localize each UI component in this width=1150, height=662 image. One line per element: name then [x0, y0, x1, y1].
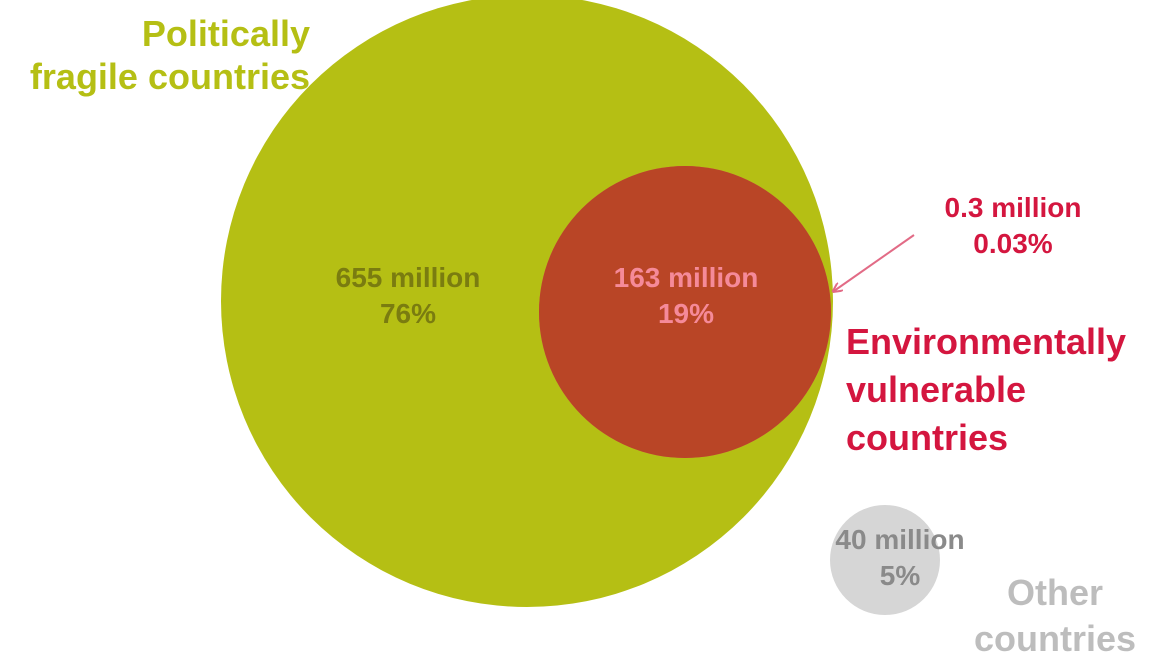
other-countries-value: 40 million 5%: [800, 522, 1000, 594]
overlap-count: 163 million: [613, 262, 759, 293]
environmental-title-line2: vulnerable: [846, 369, 1027, 410]
other-countries-count: 40 million: [835, 524, 965, 555]
overlap-share: 19%: [657, 298, 715, 329]
environmental-only-share: 0.03%: [973, 228, 1053, 259]
environmental-title-line1: Environmentally: [846, 321, 1127, 362]
political-fragile-title: Politically fragile countries: [6, 12, 310, 98]
political-fragile-title-line2: fragile countries: [29, 56, 310, 97]
environmental-title-line3: countries: [846, 417, 1009, 458]
political-only-share: 76%: [379, 298, 437, 329]
environmental-only-value: 0.3 million 0.03%: [913, 190, 1113, 262]
other-countries-title-line1: Other: [1006, 572, 1103, 613]
political-fragile-title-line1: Politically: [141, 13, 310, 54]
environmental-only-count: 0.3 million: [944, 192, 1082, 223]
environmental-title: Environmentally vulnerable countries: [846, 318, 1126, 462]
pointer-arrow: [834, 234, 915, 291]
other-countries-circle: [830, 505, 940, 615]
overlap-region: [539, 166, 831, 458]
other-countries-title-line2: countries: [973, 618, 1137, 659]
other-countries-share: 5%: [879, 560, 921, 591]
other-countries-title: Other countries: [960, 570, 1150, 662]
political-only-value: 655 million 76%: [308, 260, 508, 332]
overlap-value: 163 million 19%: [586, 260, 786, 332]
political-only-count: 655 million: [335, 262, 481, 293]
